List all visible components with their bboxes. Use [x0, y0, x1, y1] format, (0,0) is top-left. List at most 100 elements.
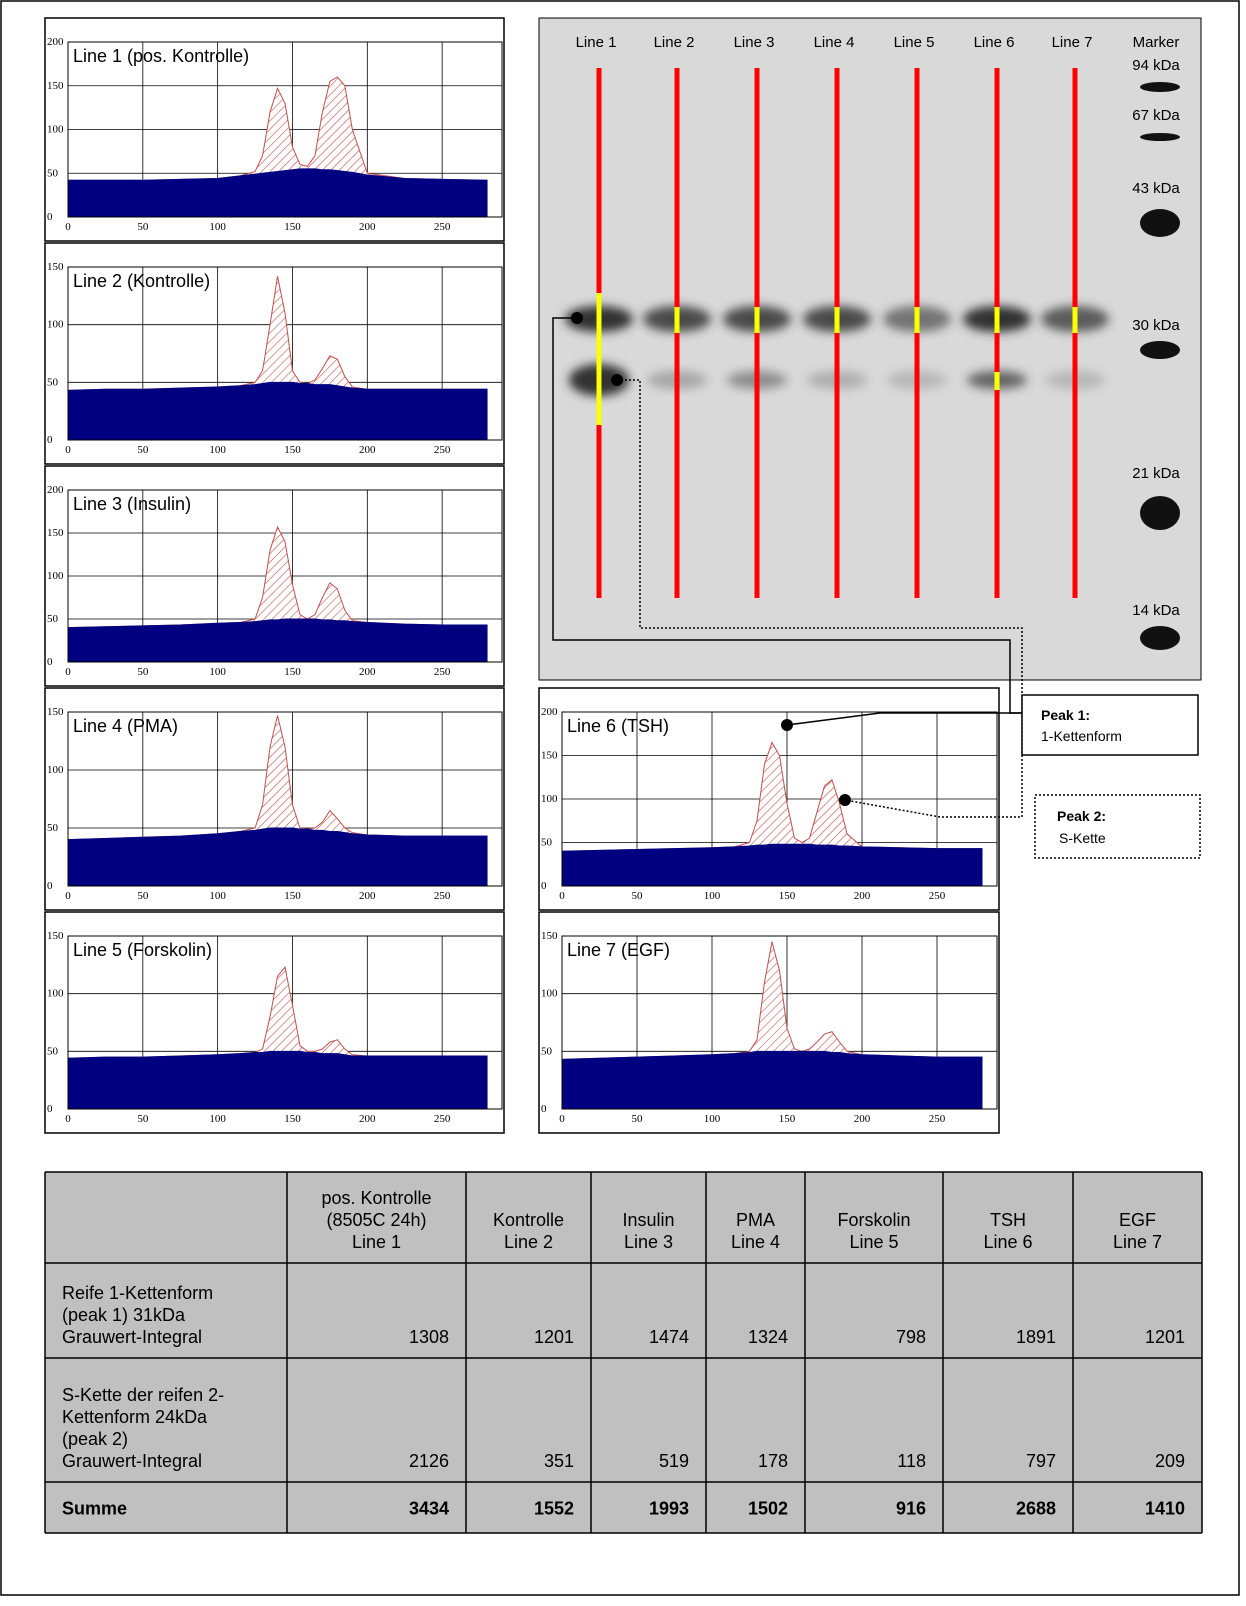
- x-tick-label: 100: [209, 1113, 226, 1125]
- table-cell: 1308: [409, 1327, 449, 1347]
- y-tick-label: 200: [47, 484, 64, 496]
- x-tick-label: 50: [137, 221, 149, 233]
- lane-label: Line 1: [576, 34, 617, 51]
- marker-band: [1140, 496, 1180, 530]
- x-tick-label: 200: [854, 890, 871, 902]
- y-tick-label: 50: [47, 613, 59, 625]
- table-cell: 178: [758, 1451, 788, 1471]
- baseline-area: [562, 1051, 982, 1109]
- x-tick-label: 0: [65, 1113, 71, 1125]
- marker-label: 43 kDa: [1132, 180, 1180, 197]
- table-cell: 2688: [1016, 1499, 1056, 1519]
- lane-label: Line 3: [734, 34, 775, 51]
- x-tick-label: 50: [137, 666, 149, 678]
- page: Line 1 Line 2 Line 3 Line 4 Line 5 Line 6 Line…: [0, 0, 1246, 1601]
- x-tick-label: 150: [284, 666, 301, 678]
- chart-title: Line 4 (PMA): [73, 716, 178, 736]
- lane-label: Line 7: [1052, 34, 1093, 51]
- table-header: Insulin: [622, 1210, 674, 1230]
- table-header: EGF: [1119, 1210, 1156, 1230]
- y-tick-label: 100: [47, 988, 64, 1000]
- table-cell: 351: [544, 1451, 574, 1471]
- baseline-area: [68, 1051, 487, 1109]
- table-header: Line 4: [731, 1232, 780, 1252]
- x-tick-label: 100: [704, 890, 721, 902]
- x-tick-label: 150: [284, 1113, 301, 1125]
- callout-dot: [839, 794, 851, 806]
- x-tick-label: 150: [284, 890, 301, 902]
- table-header: Line 5: [849, 1232, 898, 1252]
- x-tick-label: 50: [632, 890, 644, 902]
- y-tick-label: 0: [47, 211, 53, 223]
- marker-label: 67 kDa: [1132, 107, 1180, 124]
- x-tick-label: 50: [137, 890, 149, 902]
- x-tick-label: 100: [704, 1113, 721, 1125]
- table-cell: 797: [1026, 1451, 1056, 1471]
- row-label: Grauwert-Integral: [62, 1327, 202, 1347]
- row-label: Kettenform 24kDa: [62, 1407, 208, 1427]
- lane-label: Line 2: [654, 34, 695, 51]
- table-cell: 1552: [534, 1499, 574, 1519]
- y-tick-label: 0: [47, 434, 53, 446]
- marker-band: [1140, 82, 1180, 92]
- x-tick-label: 100: [209, 666, 226, 678]
- table-header: Line 1: [352, 1232, 401, 1252]
- chart-title: Line 2 (Kontrolle): [73, 271, 210, 291]
- lane-label: Line 6: [974, 34, 1015, 51]
- lane-label: Line 5: [894, 34, 935, 51]
- callout-dot: [611, 374, 623, 386]
- marker-label: 30 kDa: [1132, 317, 1180, 334]
- y-tick-label: 0: [47, 656, 53, 668]
- table-cell: 1201: [1145, 1327, 1185, 1347]
- table-cell: 1891: [1016, 1327, 1056, 1347]
- table-header: Forskolin: [837, 1210, 910, 1230]
- y-tick-label: 100: [47, 570, 64, 582]
- x-tick-label: 0: [65, 444, 71, 456]
- x-tick-label: 250: [929, 1113, 946, 1125]
- row-label: Summe: [62, 1499, 127, 1519]
- chart-title: Line 6 (TSH): [567, 716, 669, 736]
- x-tick-label: 250: [434, 890, 451, 902]
- y-tick-label: 150: [47, 706, 64, 718]
- y-tick-label: 150: [47, 261, 64, 273]
- table-header: Line 3: [624, 1232, 673, 1252]
- table-cell: 1502: [748, 1499, 788, 1519]
- y-tick-label: 200: [541, 706, 558, 718]
- x-tick-label: 100: [209, 221, 226, 233]
- marker-label: 21 kDa: [1132, 465, 1180, 482]
- table-cell: 3434: [409, 1499, 449, 1519]
- x-tick-label: 200: [359, 221, 376, 233]
- table-header: Line 2: [504, 1232, 553, 1252]
- y-tick-label: 150: [541, 750, 558, 762]
- lane-label: Line 4: [814, 34, 855, 51]
- callout-box: [1022, 695, 1198, 755]
- marker-label: 14 kDa: [1132, 602, 1180, 619]
- y-tick-label: 150: [47, 527, 64, 539]
- callout-title: Peak 1:: [1041, 707, 1090, 723]
- y-tick-label: 200: [47, 36, 64, 48]
- row-label: (peak 2): [62, 1429, 128, 1449]
- x-tick-label: 150: [779, 890, 796, 902]
- table-header: pos. Kontrolle: [321, 1188, 431, 1208]
- y-tick-label: 150: [541, 930, 558, 942]
- marker-band: [1140, 626, 1180, 650]
- table-cell: 118: [897, 1451, 926, 1471]
- table-cell: 519: [659, 1451, 689, 1471]
- x-tick-label: 250: [434, 444, 451, 456]
- table-cell: 2126: [409, 1451, 449, 1471]
- x-tick-label: 0: [65, 221, 71, 233]
- chart-title: Line 7 (EGF): [567, 940, 670, 960]
- row-label: Grauwert-Integral: [62, 1451, 202, 1471]
- marker-band: [1140, 341, 1180, 359]
- y-tick-label: 100: [47, 124, 64, 136]
- marker-label: 94 kDa: [1132, 57, 1180, 74]
- profile-chart: 050100150200050100150200250Line 1 (pos. …: [45, 18, 504, 241]
- profile-chart: 050100150050100150200250Line 2 (Kontroll…: [45, 243, 504, 464]
- table-header: Line 6: [983, 1232, 1032, 1252]
- chart-title: Line 3 (Insulin): [73, 494, 191, 514]
- callout-text: 1-Kettenform: [1041, 728, 1122, 744]
- x-tick-label: 200: [854, 1113, 871, 1125]
